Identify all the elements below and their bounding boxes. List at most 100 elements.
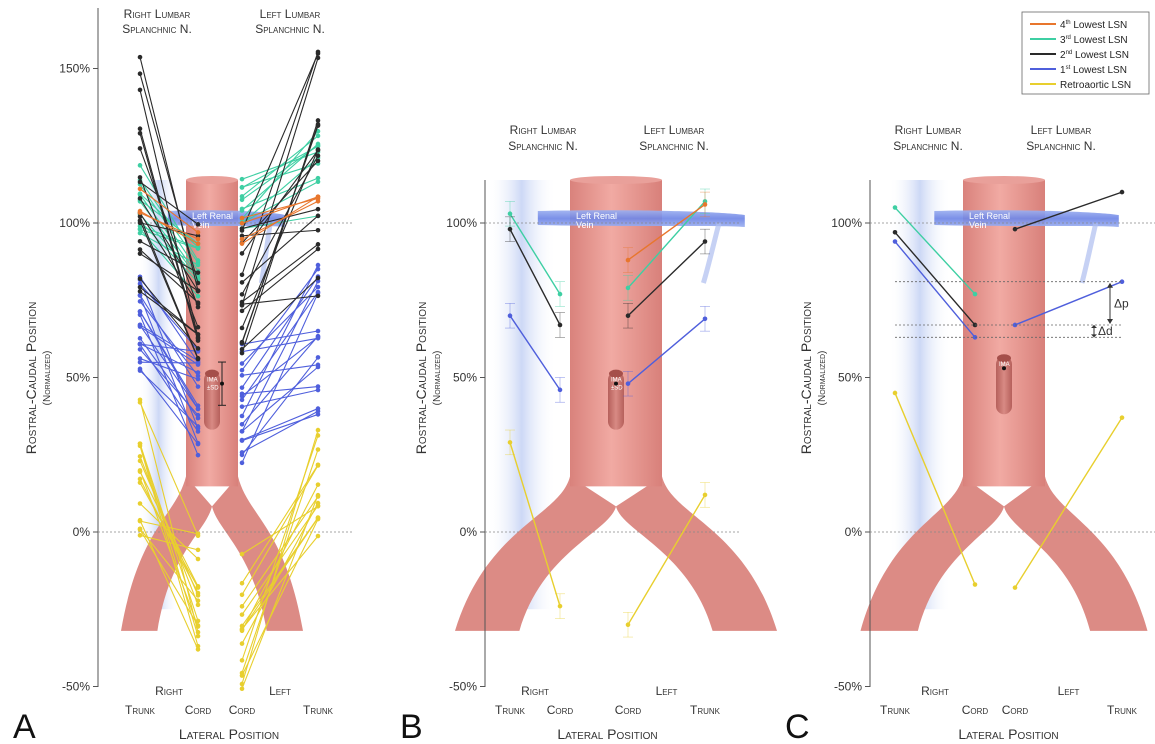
ima-mean-point — [220, 381, 224, 386]
x-col-label: Trunk — [880, 703, 911, 717]
ima-label: ±SD — [207, 386, 219, 392]
ima-ostium — [997, 354, 1011, 363]
line-left-2nd-lowest-lsn — [241, 295, 319, 305]
line-left-1st-lowest-lsn — [627, 318, 706, 385]
line-left-4th-lowest-lsn-point — [239, 215, 245, 221]
line-right-1st-lowest-lsn-point — [137, 299, 143, 304]
line-right-1st-lowest-lsn — [139, 324, 199, 362]
ima-ostium — [609, 369, 623, 378]
legend-label: 4th Lowest LSN — [1060, 20, 1127, 31]
axes-2: 100% 50% 0% -50% Rostral-Caudal Position (Nor… — [785, 123, 1155, 744]
line-right-1st-lowest-lsn — [139, 326, 199, 366]
ima-ostium — [205, 369, 219, 378]
line-left-1st-lowest-lsn-point — [239, 385, 245, 390]
line-right-4th-lowest-lsn-point — [137, 186, 143, 192]
line-left-4th-lowest-lsn — [627, 203, 706, 261]
ima-label: ±SD — [611, 386, 623, 392]
line-left-2nd-lowest-lsn-point — [315, 275, 321, 281]
line-left-2nd-lowest-lsn — [241, 277, 319, 350]
line-left-4th-lowest-lsn — [241, 197, 319, 219]
line-left-2nd-lowest-lsn-point — [315, 242, 321, 247]
line-left-retroaortic-lsn-point — [239, 604, 245, 609]
legend-label: Retroaortic LSN — [1060, 80, 1131, 91]
legend-label-sup: st — [1066, 65, 1071, 71]
line-left-1st-lowest-lsn — [241, 275, 319, 389]
line-right-1st-lowest-lsn-point — [892, 239, 898, 244]
line-left-retroaortic-lsn-point — [239, 580, 245, 586]
line-left-retroaortic-lsn-point — [315, 433, 321, 438]
ima-mean-point — [1002, 366, 1006, 371]
line-left-3rd-lowest-lsn-point — [315, 179, 321, 185]
line-right-1st-lowest-lsn-point — [195, 376, 201, 382]
line-left-retroaortic-lsn — [241, 494, 319, 690]
line-left-2nd-lowest-lsn-point — [315, 227, 321, 233]
line-left-1st-lowest-lsn-point — [315, 408, 321, 414]
line-right-2nd-lowest-lsn-point — [195, 280, 201, 286]
line-right-retroaortic-lsn-point — [137, 526, 143, 532]
line-left-2nd-lowest-lsn-point — [239, 346, 245, 352]
line-left-retroaortic-lsn-point — [315, 533, 321, 539]
header-right-line2: Splanchnic N. — [508, 139, 578, 153]
line-right-1st-lowest-lsn — [509, 315, 561, 391]
line-right-1st-lowest-lsn-point — [137, 292, 143, 298]
delta-d-heads — [1091, 324, 1097, 338]
y-axis-title: Rostral-Caudal Position — [23, 302, 39, 455]
line-left-3rd-lowest-lsn — [241, 145, 319, 189]
anatomy-1 — [455, 176, 777, 631]
line-right-2nd-lowest-lsn — [139, 212, 199, 305]
line-left-1st-lowest-lsn-point — [239, 397, 245, 403]
line-right-retroaortic-lsn-point — [195, 647, 201, 652]
x-col-label: Trunk — [690, 703, 721, 717]
series-2 — [892, 189, 1125, 590]
line-left-1st-lowest-lsn-point — [315, 284, 321, 290]
line-right-2nd-lowest-lsn-point — [195, 233, 201, 239]
line-right-1st-lowest-lsn-point — [195, 412, 201, 418]
axes-1: 100% 50% 0% -50% Rostral-Caudal Position (Nor… — [400, 123, 740, 744]
line-left-2nd-lowest-lsn-point — [239, 280, 245, 285]
line-right-3rd-lowest-lsn — [139, 232, 199, 266]
line-right-retroaortic-lsn — [139, 529, 199, 626]
line-left-3rd-lowest-lsn-point — [315, 133, 321, 139]
line-right-2nd-lowest-lsn-point — [892, 229, 898, 235]
ima-vessel — [608, 371, 624, 430]
line-left-retroaortic-lsn-point — [315, 516, 321, 522]
line-right-retroaortic-lsn-point — [195, 629, 201, 635]
ima-vessel — [996, 356, 1012, 415]
line-right-2nd-lowest-lsn-point — [137, 214, 143, 219]
line-left-2nd-lowest-lsn-point — [315, 246, 321, 252]
line-right-retroaortic-lsn-point — [137, 518, 143, 524]
line-left-retroaortic-lsn-point — [315, 500, 321, 506]
line-right-retroaortic-lsn-point — [137, 533, 143, 538]
line-right-2nd-lowest-lsn — [139, 89, 199, 338]
x-col-label: Trunk — [125, 703, 156, 717]
line-left-1st-lowest-lsn — [241, 291, 319, 401]
header-left-line1: Left Lumbar — [644, 123, 705, 137]
line-left-3rd-lowest-lsn — [627, 200, 706, 289]
line-right-2nd-lowest-lsn-point — [137, 71, 143, 76]
aorta-top — [186, 176, 238, 184]
line-left-retroaortic-lsn-point — [239, 551, 245, 557]
line-left-retroaortic-lsn — [241, 535, 319, 630]
line-left-1st-lowest-lsn — [241, 366, 319, 432]
x-group-left: Left — [269, 684, 291, 698]
legend-label-sup: rd — [1066, 35, 1071, 41]
line-left-1st-lowest-lsn-point — [239, 373, 245, 378]
line-right-retroaortic-lsn — [139, 399, 199, 633]
x-group-right: Right — [155, 684, 183, 698]
line-right-3rd-lowest-lsn-point — [137, 192, 143, 197]
gonadal-vein — [1079, 222, 1099, 284]
vein-label: Left Renal — [969, 211, 1010, 221]
legend-label-main: 2 — [1060, 50, 1066, 61]
line-right-3rd-lowest-lsn-point — [137, 223, 143, 229]
gonadal-vein — [701, 222, 722, 284]
line-left-3rd-lowest-lsn — [241, 177, 319, 210]
line-right-2nd-lowest-lsn-point — [137, 54, 143, 60]
header-right-line1: Right Lumbar — [124, 7, 191, 21]
line-left-2nd-lowest-lsn-point — [239, 233, 245, 239]
line-right-2nd-lowest-lsn — [509, 228, 561, 326]
ima-mean-point — [614, 381, 618, 386]
y-tick-label: 150% — [59, 62, 90, 76]
line-right-1st-lowest-lsn — [894, 240, 976, 339]
x-col-label: Cord — [615, 703, 642, 717]
